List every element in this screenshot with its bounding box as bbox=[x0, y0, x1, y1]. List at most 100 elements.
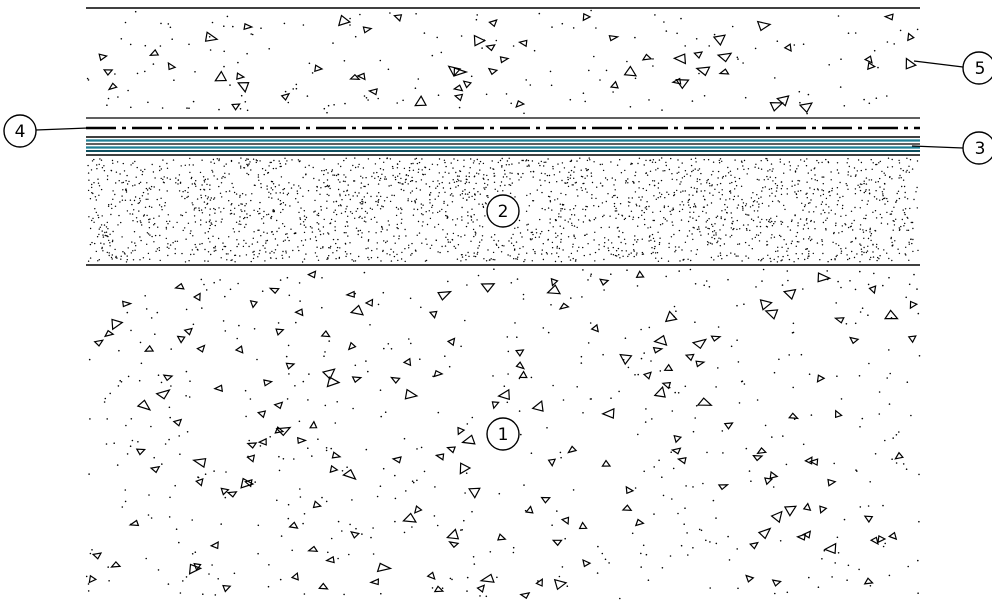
insulation-dot bbox=[549, 222, 551, 224]
insulation-dot bbox=[753, 210, 756, 212]
insulation-dot bbox=[192, 235, 194, 237]
insulation-dot bbox=[694, 168, 696, 170]
insulation-dot bbox=[204, 260, 206, 262]
insulation-dot bbox=[766, 158, 768, 160]
hatch-dot bbox=[859, 270, 861, 273]
insulation-dot bbox=[821, 189, 823, 191]
hatch-dot bbox=[117, 385, 120, 387]
insulation-dot bbox=[333, 211, 335, 213]
insulation-dot bbox=[194, 243, 196, 246]
insulation-dot bbox=[705, 221, 707, 223]
hatch-dot bbox=[225, 471, 227, 473]
insulation-dot bbox=[232, 228, 234, 230]
insulation-dot bbox=[209, 219, 211, 221]
insulation-dot bbox=[806, 192, 808, 194]
insulation-dot bbox=[709, 185, 711, 187]
insulation-dot bbox=[130, 252, 132, 254]
insulation-dot bbox=[489, 167, 492, 169]
insulation-dot bbox=[571, 224, 573, 227]
insulation-dot bbox=[429, 217, 432, 220]
insulation-dot bbox=[850, 210, 853, 212]
layer-bottom-concrete bbox=[85, 268, 921, 600]
insulation-dot bbox=[752, 201, 755, 203]
aggregate-triangle bbox=[663, 363, 674, 372]
hatch-dot bbox=[295, 83, 298, 86]
insulation-dot bbox=[467, 211, 469, 213]
insulation-dot bbox=[681, 177, 684, 179]
aggregate-triangle bbox=[827, 478, 837, 487]
insulation-dot bbox=[117, 224, 119, 226]
insulation-dot bbox=[573, 225, 576, 227]
hatch-dot bbox=[334, 422, 337, 424]
insulation-dot bbox=[407, 183, 409, 185]
hatch-dot bbox=[89, 552, 92, 555]
aggregate-triangle bbox=[515, 349, 525, 358]
insulation-dot bbox=[379, 157, 381, 160]
hatch-dot bbox=[311, 72, 314, 74]
insulation-dot bbox=[292, 249, 294, 252]
insulation-dot bbox=[274, 249, 277, 251]
insulation-dot bbox=[140, 221, 142, 224]
insulation-dot bbox=[445, 236, 447, 238]
insulation-dot bbox=[900, 225, 902, 228]
hatch-dot bbox=[136, 72, 139, 75]
insulation-dot bbox=[220, 221, 222, 223]
insulation-dot bbox=[103, 243, 105, 245]
insulation-dot bbox=[93, 221, 95, 223]
insulation-dot bbox=[473, 255, 475, 257]
hatch-dot bbox=[120, 38, 123, 40]
insulation-dot bbox=[147, 233, 150, 235]
insulation-dot bbox=[633, 249, 635, 251]
aggregate-triangle bbox=[426, 571, 436, 581]
hatch-dot bbox=[678, 270, 680, 272]
insulation-dot bbox=[369, 207, 372, 209]
aggregate-triangle bbox=[808, 458, 819, 467]
insulation-dot bbox=[698, 228, 700, 230]
insulation-dot bbox=[233, 213, 235, 215]
insulation-dot bbox=[322, 226, 325, 228]
hatch-dot bbox=[437, 411, 440, 414]
insulation-dot bbox=[214, 212, 216, 214]
insulation-dot bbox=[881, 198, 884, 201]
insulation-dot bbox=[335, 242, 337, 245]
hatch-dot bbox=[253, 328, 256, 330]
aggregate-triangle bbox=[369, 578, 380, 586]
insulation-dot bbox=[265, 240, 267, 242]
insulation-dot bbox=[271, 197, 273, 199]
insulation-dot bbox=[723, 243, 726, 245]
hatch-dot bbox=[709, 587, 711, 589]
insulation-dot bbox=[823, 176, 825, 178]
hatch-dot bbox=[673, 315, 675, 318]
insulation-dot bbox=[417, 220, 420, 223]
insulation-dot bbox=[344, 180, 346, 183]
insulation-dot bbox=[309, 226, 312, 228]
insulation-dot bbox=[816, 179, 818, 182]
insulation-dot bbox=[263, 173, 265, 176]
hatch-dot bbox=[680, 544, 683, 547]
insulation-dot bbox=[149, 218, 151, 220]
insulation-dot bbox=[432, 212, 434, 214]
insulation-dot bbox=[580, 169, 582, 171]
hatch-dot bbox=[737, 361, 740, 363]
insulation-dot bbox=[416, 162, 419, 165]
insulation-dot bbox=[615, 217, 617, 219]
insulation-dot bbox=[605, 200, 607, 203]
insulation-dot bbox=[745, 228, 748, 230]
hatch-dot bbox=[533, 49, 536, 52]
insulation-dot bbox=[194, 221, 197, 223]
aggregate-triangle bbox=[691, 338, 708, 350]
insulation-dot bbox=[698, 226, 700, 228]
hatch-dot bbox=[408, 338, 410, 340]
insulation-dot bbox=[415, 187, 418, 189]
insulation-dot bbox=[707, 233, 710, 235]
insulation-dot bbox=[470, 215, 472, 217]
hatch-dot bbox=[817, 586, 820, 588]
insulation-dot bbox=[616, 227, 619, 229]
insulation-dot bbox=[95, 211, 98, 214]
hatch-dot bbox=[222, 320, 225, 322]
insulation-dot bbox=[441, 245, 443, 248]
hatch-dot bbox=[806, 112, 808, 115]
insulation-dot bbox=[535, 232, 538, 234]
insulation-dot bbox=[270, 187, 272, 189]
hatch-dot bbox=[708, 45, 710, 47]
